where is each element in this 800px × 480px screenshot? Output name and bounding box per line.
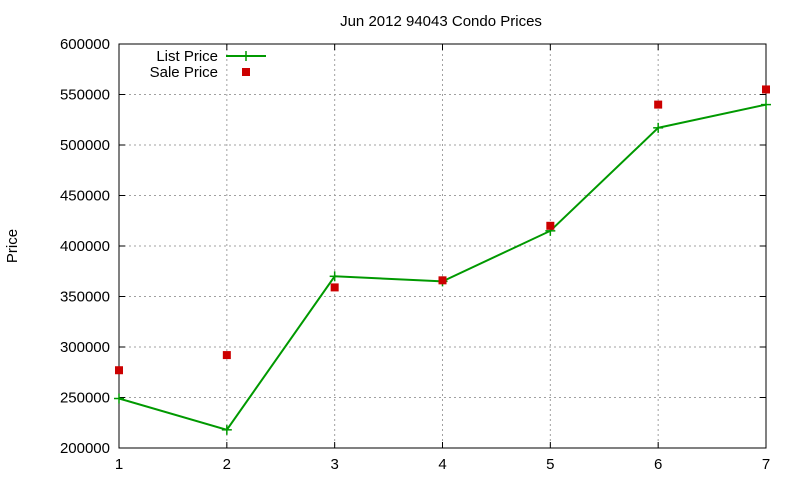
x-tick-label: 5 <box>546 456 554 473</box>
legend-marker <box>242 68 250 76</box>
y-tick-label: 600000 <box>60 36 110 53</box>
sale-price-point <box>546 221 555 230</box>
y-axis: 200000 250000 300000 350000 400000 450000 5000… <box>60 36 766 457</box>
list-price-point <box>114 393 124 404</box>
legend-label: Sale Price <box>150 64 218 81</box>
y-tick-label: 400000 <box>60 238 110 255</box>
sale-price-point <box>222 351 231 360</box>
grid-layer <box>119 44 766 448</box>
legend-marker <box>241 51 251 61</box>
x-tick-label: 6 <box>654 456 662 473</box>
list-price-point <box>329 271 340 282</box>
sale-price-point <box>115 366 123 375</box>
y-tick-label: 300000 <box>60 339 110 356</box>
x-tick-label: 3 <box>330 456 338 473</box>
y-axis-title: Price <box>4 229 21 263</box>
x-tick-label: 2 <box>223 456 231 473</box>
list-price-point <box>653 122 664 133</box>
y-tick-label: 450000 <box>60 188 110 205</box>
x-tick-label: 1 <box>115 456 123 473</box>
list-price-point <box>761 99 771 110</box>
x-tick-label: 7 <box>762 456 770 473</box>
sale-price-point <box>762 85 770 94</box>
sale-price-point <box>654 100 663 109</box>
y-tick-label: 250000 <box>60 390 110 407</box>
x-axis: 1 2 3 4 5 6 7 <box>115 44 770 473</box>
y-tick-label: 350000 <box>60 289 110 306</box>
series-1 <box>115 85 770 375</box>
y-tick-label: 550000 <box>60 87 110 104</box>
sale-price-point <box>438 276 447 285</box>
sale-price-point <box>330 283 339 292</box>
legend-label: List Price <box>156 48 218 65</box>
list-price-point <box>221 424 232 435</box>
series-layer <box>114 85 771 435</box>
x-tick-label: 4 <box>438 456 446 473</box>
list-price-line <box>118 103 767 431</box>
y-tick-label: 200000 <box>60 440 110 457</box>
y-tick-label: 500000 <box>60 137 110 154</box>
chart-title: Jun 2012 94043 Condo Prices <box>340 13 542 30</box>
